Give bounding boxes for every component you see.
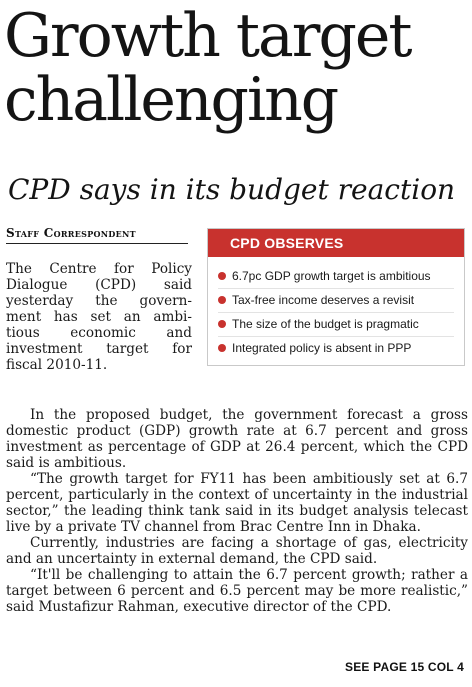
headline-line-2: challenging xyxy=(4,65,339,135)
continued-on-link[interactable]: SEE PAGE 15 COL 4 xyxy=(345,660,464,674)
bullet-icon xyxy=(218,272,226,280)
body-paragraph: Currently, industries are facing a short… xyxy=(6,535,468,567)
observation-text: Integrated policy is absent in PPP xyxy=(232,341,412,355)
lede-line: The Centre for Policy xyxy=(6,261,192,277)
lede-line: fiscal 2010-11. xyxy=(6,357,108,373)
body-paragraph: In the proposed budget, the government f… xyxy=(6,407,468,471)
lede-line: yesterday the govern- xyxy=(6,293,192,309)
lede-line: Dialogue (CPD) said xyxy=(6,277,192,293)
byline: Staff Correspondent xyxy=(6,226,188,244)
lede-paragraph: The Centre for Policy Dialogue (CPD) sai… xyxy=(6,261,192,373)
observation-item: Integrated policy is absent in PPP xyxy=(218,337,454,361)
cpd-observes-box: CPD OBSERVES 6.7pc GDP growth target is … xyxy=(207,228,465,366)
observation-text: Tax-free income deserves a revisit xyxy=(232,293,415,307)
observation-item: Tax-free income deserves a revisit xyxy=(218,289,454,313)
body-paragraph: “The growth target for FY11 has been amb… xyxy=(6,471,468,535)
subheadline: CPD says in its budget reaction xyxy=(8,173,456,206)
bullet-icon xyxy=(218,296,226,304)
bullet-icon xyxy=(218,320,226,328)
headline-line-1: Growth target xyxy=(4,1,413,71)
cpd-observes-list: 6.7pc GDP growth target is ambitious Tax… xyxy=(208,257,464,361)
lede-line: investment target for xyxy=(6,341,192,357)
lede-line: ment has set an ambi- xyxy=(6,309,192,325)
cpd-observes-title: CPD OBSERVES xyxy=(208,229,464,257)
observation-text: 6.7pc GDP growth target is ambitious xyxy=(232,269,431,283)
bullet-icon xyxy=(218,344,226,352)
article-body: In the proposed budget, the government f… xyxy=(6,407,468,615)
headline: Growth target challenging xyxy=(4,4,470,132)
body-paragraph: “It'll be challenging to attain the 6.7 … xyxy=(6,567,468,615)
observation-item: The size of the budget is pragmatic xyxy=(218,313,454,337)
lede-line: tious economic and xyxy=(6,325,192,341)
observation-text: The size of the budget is pragmatic xyxy=(232,317,419,331)
observation-item: 6.7pc GDP growth target is ambitious xyxy=(218,265,454,289)
